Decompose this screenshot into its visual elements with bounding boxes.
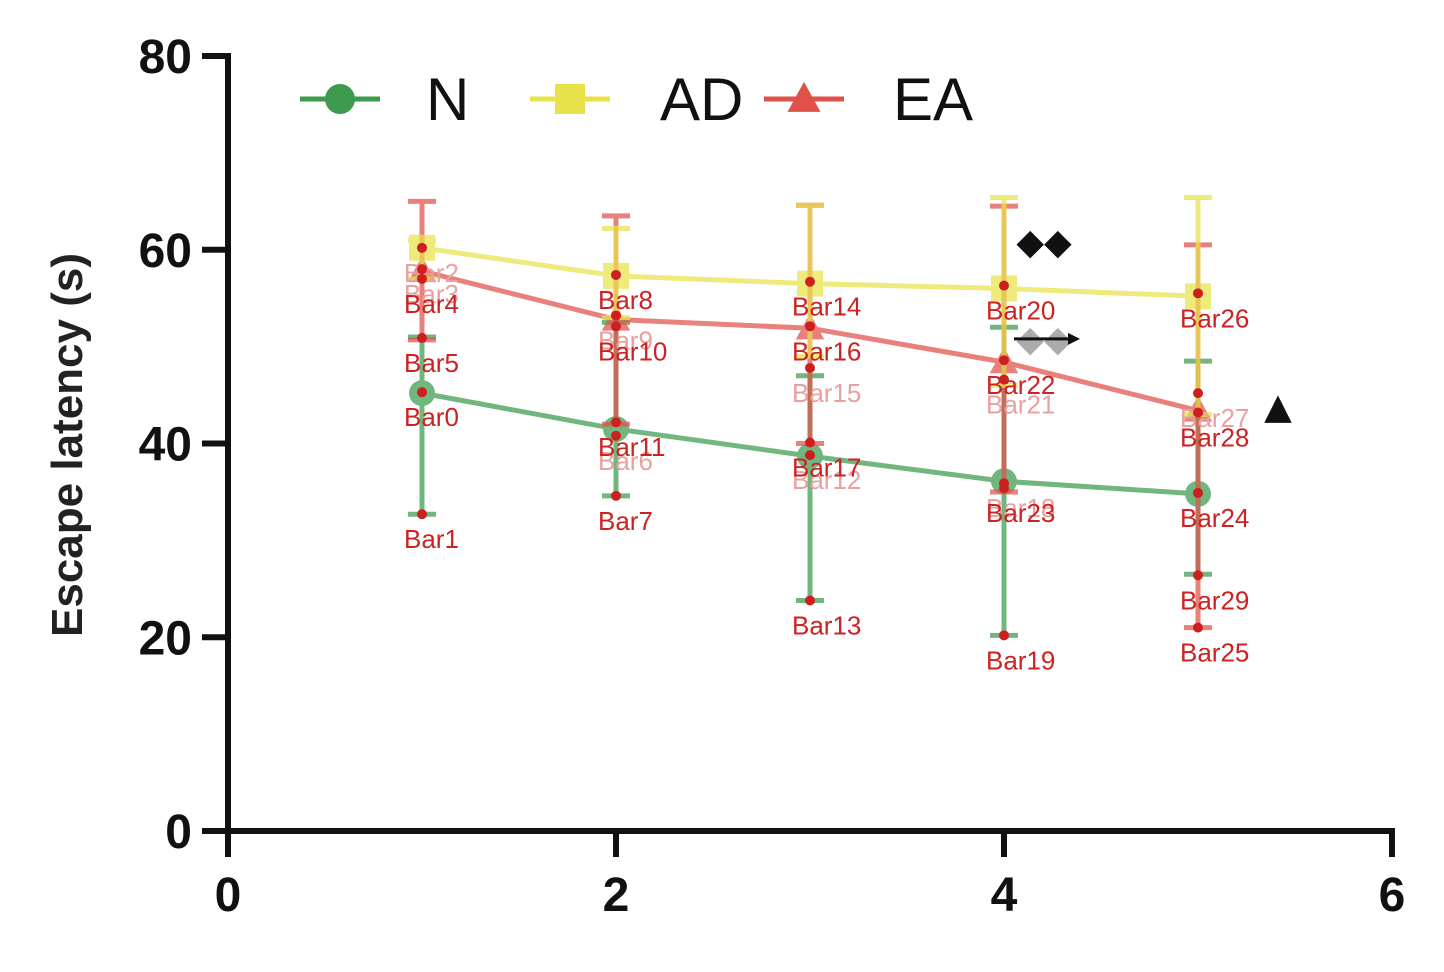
- legend-label: EA: [893, 66, 973, 133]
- legend-item-ea: EA: [764, 66, 973, 133]
- annotation-label: Bar0: [404, 402, 459, 432]
- annotation-label: Bar22: [986, 370, 1055, 400]
- annotation-dot: [999, 280, 1009, 291]
- annotation-label: Bar5: [404, 348, 459, 378]
- annotation-label: Bar19: [986, 645, 1055, 675]
- annotation-label: Bar7: [598, 506, 653, 536]
- legend-marker: [325, 84, 355, 114]
- series-layer: [407, 194, 1213, 638]
- significance-marker: ◆◆: [1016, 222, 1072, 263]
- annotation-dot: [999, 374, 1009, 385]
- axes: 0 20 40 60 80 0 2 4 6: [139, 31, 1406, 922]
- annotation-dot: [1193, 487, 1203, 498]
- annotation-label: Bar10: [598, 336, 667, 366]
- annotation-dot: [805, 362, 815, 373]
- x-tick-label: 6: [1379, 869, 1406, 922]
- annotation-label: Bar17: [792, 453, 861, 483]
- annotation-label: Bar24: [1180, 503, 1249, 533]
- annotation-dot: [999, 483, 1009, 494]
- annotation-label: Bar4: [404, 289, 459, 319]
- annotation-dot: [611, 430, 621, 441]
- annotation-label: Bar18: [986, 493, 1055, 523]
- legend-marker: [787, 81, 821, 112]
- annotation-label: Bar23: [986, 498, 1055, 528]
- annotation-label: Bar6: [598, 446, 653, 476]
- annotation-dot: [999, 630, 1009, 641]
- annotation-label: Bar29: [1180, 585, 1249, 615]
- y-tick-label: 0: [165, 806, 192, 859]
- annotation-label: Bar2: [404, 258, 459, 288]
- annotation-label: Bar15: [792, 378, 861, 408]
- arrow-head: [1068, 332, 1080, 345]
- annotation-dot: [805, 437, 815, 448]
- annotation-dot: [1193, 622, 1203, 633]
- legend-marker: [555, 84, 585, 114]
- annotation-dot: [805, 276, 815, 287]
- annotation-dot: [805, 595, 815, 606]
- annotation-dot: [1193, 570, 1203, 581]
- annotation-label: Bar3: [404, 279, 459, 309]
- annotation-dot: [611, 310, 621, 321]
- annotation-layer: ◆◆◆◆▲Bar0Bar1Bar2Bar3Bar4Bar5Bar6Bar7Bar…: [404, 222, 1292, 675]
- annotation-dot: [1193, 288, 1203, 299]
- annotation-dot: [611, 417, 621, 428]
- annotation-label: Bar21: [986, 390, 1055, 420]
- annotation-dot: [417, 264, 427, 275]
- legend-item-n: N: [300, 66, 469, 133]
- significance-marker: ▲: [1264, 387, 1292, 428]
- annotation-label: Bar1: [404, 524, 459, 554]
- annotation-label: Bar8: [598, 285, 653, 315]
- annotation-label: Bar25: [1180, 638, 1249, 668]
- annotation-label: Bar9: [598, 326, 653, 356]
- annotation-label: Bar16: [792, 336, 861, 366]
- annotation-label: Bar28: [1180, 423, 1249, 453]
- y-tick-label: 80: [139, 31, 192, 84]
- x-tick-label: 0: [215, 869, 242, 922]
- annotation-label: Bar11: [598, 432, 665, 462]
- annotation-dot: [417, 332, 427, 343]
- y-tick-label: 20: [139, 612, 192, 665]
- y-tick-label: 60: [139, 225, 192, 278]
- annotation-dot: [1193, 388, 1203, 399]
- annotation-dot: [611, 269, 621, 280]
- annotation-dot: [999, 355, 1009, 366]
- y-axis-label: Escape latency (s): [43, 253, 92, 637]
- annotation-dot: [417, 387, 427, 398]
- annotation-dot: [805, 450, 815, 461]
- annotation-label: Bar27: [1180, 403, 1249, 433]
- annotation-dot: [417, 509, 427, 520]
- legend-label: N: [426, 66, 469, 133]
- annotation-dot: [611, 321, 621, 332]
- annotation-dot: [611, 490, 621, 501]
- annotation-label: Bar12: [792, 465, 861, 495]
- legend-label: AD: [660, 66, 743, 133]
- annotation-dot: [417, 242, 427, 253]
- annotation-dot: [417, 273, 427, 284]
- annotation-label: Bar14: [792, 292, 861, 322]
- x-tick-label: 2: [603, 869, 630, 922]
- legend-item-ad: AD: [530, 66, 743, 133]
- annotation-dot: [1193, 407, 1203, 418]
- legend: N AD EA: [300, 66, 973, 133]
- annotation-label: Bar13: [792, 610, 861, 640]
- annotation-dot: [805, 321, 815, 332]
- y-tick-label: 40: [139, 419, 192, 472]
- annotation-label: Bar20: [986, 296, 1055, 326]
- annotation-label: Bar26: [1180, 303, 1249, 333]
- x-tick-label: 4: [991, 869, 1018, 922]
